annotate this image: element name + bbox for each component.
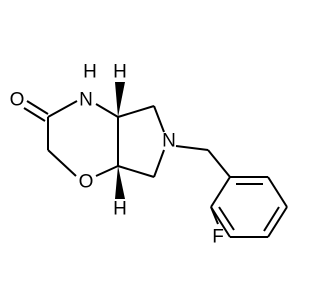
bond [263, 206, 280, 232]
bond [47, 100, 78, 118]
atom-label: N [162, 131, 176, 152]
wedge-bond [115, 82, 125, 117]
bond [47, 149, 77, 177]
bond [23, 107, 46, 122]
bond [210, 206, 219, 225]
wedge-bond [115, 166, 125, 199]
structure-diagram: O N H O N F H H [10, 62, 288, 248]
atom-label: H [113, 62, 127, 83]
bond [26, 100, 49, 115]
bond [267, 206, 288, 238]
bond [210, 176, 231, 208]
bond [175, 145, 209, 151]
bond [117, 165, 155, 178]
bond [207, 149, 231, 178]
bond [117, 105, 155, 118]
atom-label: O [79, 172, 94, 193]
bond [95, 103, 119, 118]
bonds [23, 82, 288, 238]
bond [95, 165, 119, 177]
atom-label: N [79, 90, 93, 111]
atom-labels: O N H O N F H H [10, 62, 224, 248]
atom-label: H [113, 199, 127, 220]
bond [210, 206, 231, 238]
bond [218, 206, 235, 231]
atom-label: H [83, 62, 97, 83]
bond [267, 176, 288, 208]
atom-label: F [212, 227, 224, 248]
bond [153, 105, 165, 133]
bond [153, 149, 165, 178]
atom-label: O [10, 90, 25, 111]
